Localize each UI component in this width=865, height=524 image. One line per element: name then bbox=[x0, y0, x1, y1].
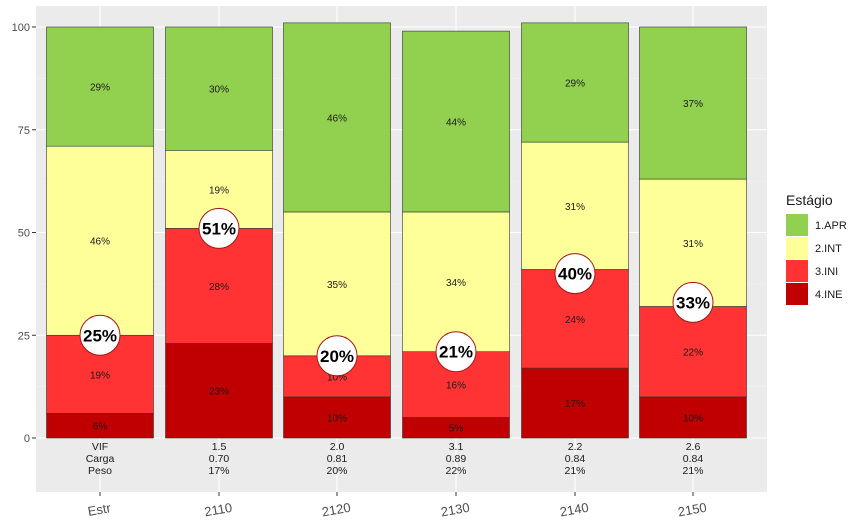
stats-row-label: Peso bbox=[88, 465, 112, 477]
legend-label: 1.APR bbox=[815, 220, 847, 232]
stats-value: 21% bbox=[564, 465, 585, 477]
bar-segment bbox=[639, 396, 747, 439]
bubble-label: 40% bbox=[558, 265, 592, 284]
stats-value: 2.6 bbox=[686, 441, 701, 453]
stats-value: 0.89 bbox=[446, 453, 467, 465]
stats-value: 21% bbox=[682, 465, 703, 477]
legend-label: 2.INT bbox=[815, 243, 842, 255]
stats-value: 0.84 bbox=[683, 453, 704, 465]
segment-label: 10% bbox=[327, 413, 347, 424]
segment-label: 31% bbox=[565, 202, 585, 213]
bar-segment bbox=[46, 145, 154, 336]
segment-label: 44% bbox=[446, 118, 466, 129]
y-tick-label: 50 bbox=[18, 228, 30, 240]
x-tick-label: 2110 bbox=[203, 500, 233, 520]
segment-label: 37% bbox=[683, 99, 703, 110]
segment-label: 19% bbox=[90, 370, 110, 381]
segment-label: 17% bbox=[565, 399, 585, 410]
bar-segment bbox=[402, 211, 510, 352]
bar-segment bbox=[521, 22, 629, 143]
bubble-circle bbox=[198, 207, 240, 249]
bubble-label: 20% bbox=[320, 347, 354, 366]
segment-label: 23% bbox=[209, 387, 229, 398]
segment-label: 16% bbox=[446, 381, 466, 392]
stats-value: 20% bbox=[326, 465, 347, 477]
bubble-label: 33% bbox=[676, 293, 710, 312]
segment-label: 31% bbox=[683, 239, 703, 250]
segment-label: 46% bbox=[90, 237, 110, 248]
legend-key bbox=[786, 260, 808, 282]
bar-segment bbox=[46, 26, 154, 147]
stats-row-label: VIF bbox=[92, 441, 108, 453]
y-tick-label: 100 bbox=[12, 22, 30, 34]
y-tick-label: 25 bbox=[18, 330, 30, 342]
bubble-circle bbox=[316, 335, 358, 377]
x-tick-label: 2140 bbox=[559, 500, 590, 520]
segment-label: 10% bbox=[327, 372, 347, 383]
stats-table: VIF 1.5 2.0 3.1 2.2 2.6 Carga 0.70 0.81 0.89 0.84 0… bbox=[86, 441, 704, 477]
legend: Estágio 1.APR 2.INT 3.INI 4.INE bbox=[786, 192, 847, 305]
bar-segment bbox=[165, 26, 273, 151]
bar-segment bbox=[283, 22, 391, 213]
stats-value: 2.2 bbox=[568, 441, 583, 453]
segment-label: 28% bbox=[209, 282, 229, 293]
segment-label: 34% bbox=[446, 278, 466, 289]
segment-label: 29% bbox=[90, 83, 110, 94]
segment-label: 10% bbox=[683, 413, 703, 424]
stats-value: 2.0 bbox=[330, 441, 345, 453]
segment-label: 30% bbox=[209, 85, 229, 96]
segment-label: 24% bbox=[565, 315, 585, 326]
bubble-circle bbox=[435, 331, 477, 373]
bars bbox=[46, 22, 747, 439]
segment-label: 6% bbox=[93, 422, 108, 433]
legend-label: 4.INE bbox=[815, 289, 843, 301]
segment-label: 19% bbox=[209, 185, 229, 196]
stats-value: 0.81 bbox=[327, 453, 348, 465]
segment-label: 46% bbox=[327, 113, 347, 124]
x-tick-label: Estr bbox=[87, 500, 113, 519]
segment-labels: 6% 19% 46% 29% 23% 28% 19% 30% 10% 10% 35% 46% 5% 16%… bbox=[90, 78, 703, 434]
segment-label: 5% bbox=[449, 424, 464, 435]
bubble-label: 51% bbox=[202, 219, 236, 238]
bar-segment bbox=[521, 141, 629, 270]
segment-label: 35% bbox=[327, 280, 347, 291]
stats-value: 3.1 bbox=[449, 441, 464, 453]
legend-key bbox=[786, 214, 808, 236]
bar-segment bbox=[402, 30, 510, 213]
bar-segment bbox=[639, 26, 747, 180]
bubble-circle bbox=[672, 281, 714, 323]
stats-row-label: Carga bbox=[86, 453, 115, 465]
bar-segment bbox=[165, 343, 273, 439]
stats-value: 17% bbox=[208, 465, 229, 477]
x-axis: Estr 2110 2120 2130 2140 2150 bbox=[87, 492, 708, 519]
legend-label: 3.INI bbox=[815, 266, 838, 278]
bubble-circle bbox=[554, 253, 596, 295]
bubble-label: 25% bbox=[83, 326, 117, 345]
y-axis: 0 25 50 75 100 bbox=[12, 22, 36, 445]
bubbles: 25% 51% 20% 21% 40% 33% bbox=[79, 207, 714, 377]
legend-key bbox=[786, 283, 808, 305]
stats-value: 0.70 bbox=[209, 453, 230, 465]
stats-value: 0.84 bbox=[565, 453, 586, 465]
legend-key bbox=[786, 237, 808, 259]
y-tick-label: 0 bbox=[24, 433, 30, 445]
x-tick-label: 2120 bbox=[321, 500, 352, 520]
bubble-label: 21% bbox=[439, 343, 473, 362]
bubble-circle bbox=[79, 314, 121, 356]
segment-label: 22% bbox=[683, 348, 703, 359]
segment-label: 29% bbox=[565, 78, 585, 89]
stats-value: 22% bbox=[445, 465, 466, 477]
bar-segment bbox=[283, 396, 391, 439]
stats-value: 1.5 bbox=[212, 441, 227, 453]
x-tick-label: 2130 bbox=[440, 500, 471, 520]
bar-segment bbox=[46, 413, 154, 439]
x-tick-label: 2150 bbox=[677, 500, 708, 520]
y-tick-label: 75 bbox=[18, 125, 30, 137]
legend-title: Estágio bbox=[786, 192, 833, 208]
